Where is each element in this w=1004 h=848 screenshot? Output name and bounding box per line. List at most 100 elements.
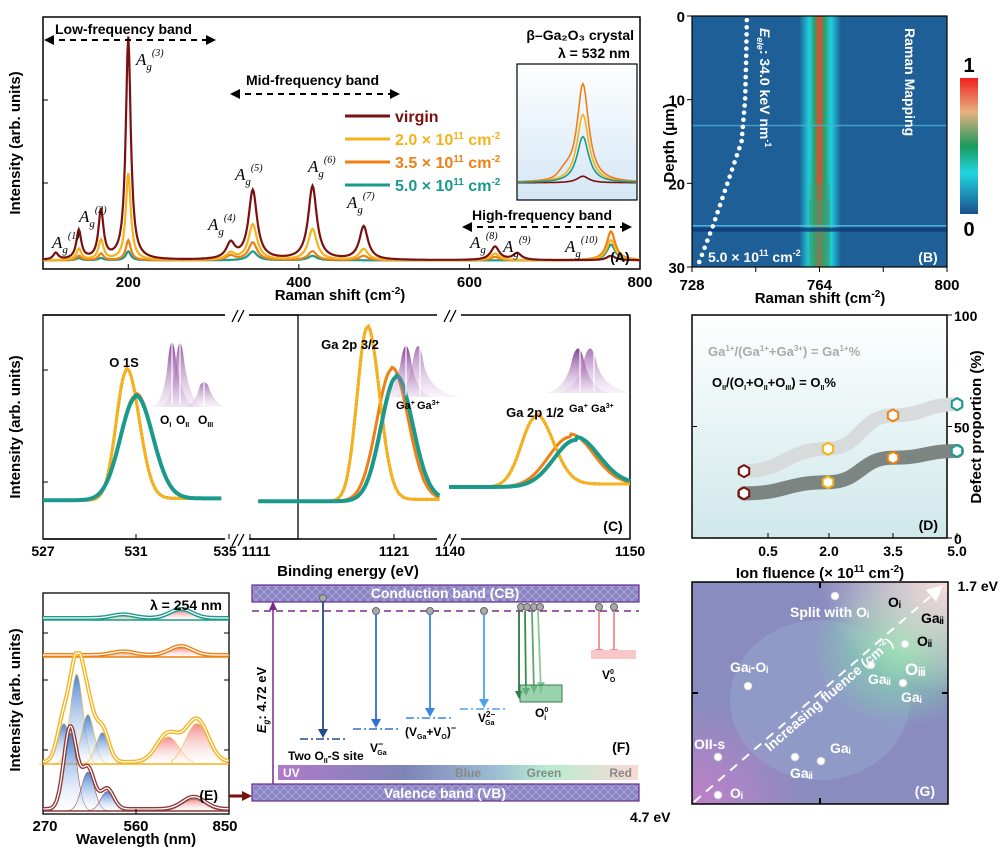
x-tick-label: 1150 xyxy=(615,543,646,559)
ga2p12-components: Ga+ Ga3+ xyxy=(545,345,636,415)
level-label-vga-minus: V− Ga xyxy=(370,739,387,757)
panel-e-photoluminescence: 270 560 850 λ = 254 nm (E) Intensity (arb.… xyxy=(7,592,252,848)
raman-mapping-label: Raman Mapping xyxy=(902,28,918,136)
transition-arrowhead xyxy=(318,729,328,738)
heatmap-stripe xyxy=(692,227,947,232)
data-marker xyxy=(886,408,900,423)
panel-c-curves xyxy=(43,324,631,504)
electron-dot xyxy=(595,603,603,611)
x-tick-label: 2.0 xyxy=(819,543,839,559)
bandgap-label: Eg: 4.72 eV xyxy=(254,667,271,734)
mode-labels: Ag(1)Ag(2) Ag(3) Ag(4) Ag(5) Ag(6) Ag(7) Ag(8)… xyxy=(51,48,598,260)
data-marker xyxy=(886,450,900,465)
spectrum-blue: Blue xyxy=(455,766,481,780)
laser-wavelength: λ = 532 nm xyxy=(558,45,630,61)
panel-a-ticks: 200 400 600 800 xyxy=(43,99,653,291)
panel-a-raman-spectra: 200 400 600 800 Low-frequency band Mid-freq… xyxy=(7,16,653,304)
eloss-point xyxy=(724,181,730,187)
eloss-point xyxy=(741,110,747,115)
e-to-f-arrowhead xyxy=(242,791,252,801)
heatmap-row xyxy=(808,250,831,267)
x-tick-label: 527 xyxy=(31,543,55,559)
colorbar xyxy=(960,78,978,214)
x-tick-label: 200 xyxy=(116,274,141,291)
eloss-point xyxy=(743,67,749,73)
panel-a-label: (A) xyxy=(610,249,629,265)
conduction-band xyxy=(251,584,640,603)
eloss-point xyxy=(739,131,745,137)
transition-arrow xyxy=(531,610,535,694)
conduction-band-label: Conduction band (CB) xyxy=(371,585,520,601)
level-label-vga-2minus: V2− Ga xyxy=(478,710,495,727)
state-label: Gaᵢᵢ xyxy=(921,610,944,626)
pl-envelope-inner xyxy=(42,652,229,763)
eloss-point xyxy=(737,145,742,151)
ga2p12-label: Ga 2p 1/2 xyxy=(506,405,564,420)
valence-band-label: Valence band (VB) xyxy=(384,785,506,801)
panel-g-energy-map: Increasing fluence (cm-2) Split with OᵢO… xyxy=(630,578,999,825)
mode-label: Ag(4) xyxy=(207,213,236,238)
electron-dot xyxy=(319,594,327,602)
eloss-point xyxy=(729,167,735,172)
eloss-label: Eele: 34.0 keV nm-1 xyxy=(755,28,773,147)
panel-d-markers xyxy=(737,397,964,501)
x-tick-label: 850 xyxy=(212,818,237,835)
eloss-point xyxy=(744,24,750,30)
spectrum-bar xyxy=(278,765,638,780)
mode-label: Ag(1) xyxy=(51,231,80,256)
x-tick-label: 535 xyxy=(213,543,237,559)
xps-line-5.0 xyxy=(258,372,441,504)
o1s-label: O 1S xyxy=(109,355,139,370)
legend-label-3-5: 3.5 × 1011 cm-2 xyxy=(395,154,501,172)
x-tick-label: 0.5 xyxy=(758,543,778,559)
x-tick-label: 728 xyxy=(679,277,704,294)
inset-line-5.0 xyxy=(517,135,636,184)
pl-envelope-inner xyxy=(43,608,229,619)
eloss-point xyxy=(717,202,723,208)
state-point xyxy=(830,591,840,601)
panel-d-frame xyxy=(691,314,948,539)
panel-g-label: (G) xyxy=(915,783,935,799)
eloss-point xyxy=(743,74,748,80)
panel-c-xlabel: Binding energy (eV) xyxy=(277,563,419,580)
state-point xyxy=(713,790,723,800)
panel-c-xps: 527 531 535 1111 1121 1140 1150 O 1S Ga 2p 3/2… xyxy=(7,308,645,580)
electron-dot xyxy=(480,607,488,615)
eloss-point xyxy=(743,89,748,94)
x-tick-label: 5.0 xyxy=(947,543,967,559)
electron-dot xyxy=(372,607,380,615)
panel-g-ticks xyxy=(692,582,948,804)
oi0-level-box xyxy=(519,684,563,703)
axis-break-marks xyxy=(231,309,457,547)
mid-band-label: Mid-frequency band xyxy=(246,72,379,88)
eloss-point xyxy=(740,124,746,130)
panel-a-xlabel: Raman shift (cm-2) xyxy=(275,286,406,304)
legend-label-2-0: 2.0 × 1011 cm-2 xyxy=(395,131,501,149)
panel-d-bands xyxy=(737,397,964,501)
eloss-point xyxy=(702,245,707,251)
mode-label: Ag(3) xyxy=(135,48,164,73)
oiii-peak xyxy=(184,382,226,407)
oi-label: OI xyxy=(160,413,171,429)
state-label: Gaᵢ-Oᵢ xyxy=(730,659,768,675)
eloss-point xyxy=(743,81,748,87)
x-tick-label: 1111 xyxy=(242,543,271,559)
mode-label: Ag(2) xyxy=(78,205,107,230)
level-label-vga-vo: (VGa+VO)− xyxy=(405,723,456,741)
x-tick-label: 764 xyxy=(807,277,833,294)
state-label: Split with Oᵢ xyxy=(790,604,869,620)
eloss-point xyxy=(727,174,732,179)
panel-d-defect-proportion: 0.5 2.0 3.5 5.00 50 100 Ga1+/(Ga1++Ga3+) = Ga… xyxy=(691,308,985,582)
axis-break-top-2 xyxy=(437,308,461,322)
inset-frame xyxy=(516,63,638,201)
eloss-point xyxy=(705,238,710,243)
electron-dot xyxy=(426,607,434,615)
mode-label: Ag(5) xyxy=(234,163,263,188)
inset-line-3.5 xyxy=(518,81,637,183)
panel-a-ylabel: Intensity (arb. units) xyxy=(7,71,24,214)
fluence-direction-arrow xyxy=(693,585,944,803)
e-excitation-label: λ = 254 nm xyxy=(150,597,222,613)
level-label-oi0: O0 i xyxy=(535,706,548,722)
sample-title: β–Ga₂O₃ crystal xyxy=(526,27,634,43)
